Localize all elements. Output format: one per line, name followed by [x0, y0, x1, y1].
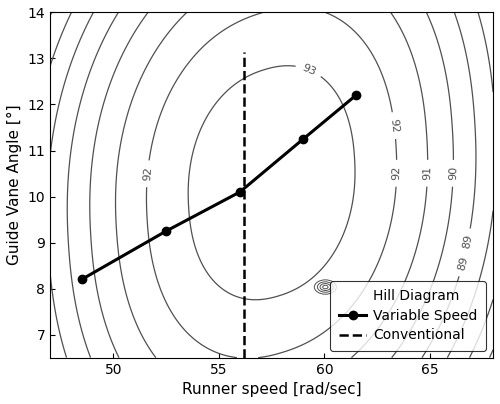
Text: 90: 90 — [448, 166, 458, 181]
Text: 92: 92 — [392, 166, 402, 181]
X-axis label: Runner speed [rad/sec]: Runner speed [rad/sec] — [182, 382, 362, 397]
Legend: Hill Diagram, Variable Speed, Conventional: Hill Diagram, Variable Speed, Convention… — [330, 281, 486, 351]
Text: 91: 91 — [422, 166, 432, 181]
Text: 93: 93 — [300, 63, 318, 77]
Text: 92: 92 — [388, 118, 400, 133]
Text: 89: 89 — [456, 255, 469, 271]
Text: 89: 89 — [462, 234, 474, 250]
Text: 92: 92 — [142, 166, 153, 181]
Y-axis label: Guide Vane Angle [°]: Guide Vane Angle [°] — [7, 105, 22, 265]
